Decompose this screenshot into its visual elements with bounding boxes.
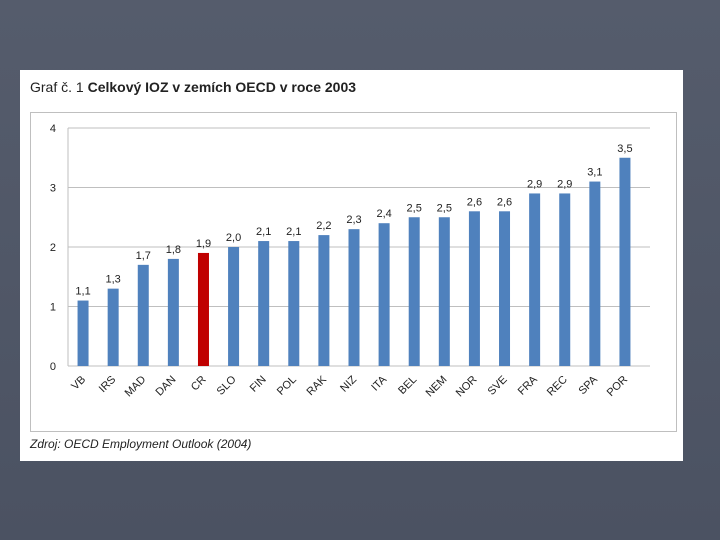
data-label: 1,3 — [106, 274, 121, 286]
data-label: 2,1 — [286, 226, 301, 238]
chart-source: Zdroj: OECD Employment Outlook (2004) — [30, 437, 252, 451]
data-label: 2,9 — [527, 178, 542, 190]
bar-fin — [258, 241, 270, 366]
x-tick-label: ITA — [369, 373, 389, 393]
data-label: 2,9 — [557, 178, 572, 190]
x-tick-label: NOR — [454, 374, 480, 400]
x-tick-label: SVE — [486, 374, 510, 398]
data-label: 1,7 — [136, 250, 151, 262]
data-label: 2,2 — [316, 220, 331, 232]
data-label: 2,6 — [467, 196, 482, 208]
x-tick-label: FRA — [516, 373, 541, 398]
plot-area — [30, 112, 677, 432]
data-label: 2,0 — [226, 232, 241, 244]
y-tick-label: 4 — [50, 123, 56, 135]
data-label: 3,1 — [587, 167, 602, 179]
data-label: 2,1 — [256, 226, 271, 238]
chart-title-prefix: Graf č. 1 — [30, 79, 84, 95]
bar-sve — [499, 211, 511, 366]
x-tick-label: BEL — [396, 374, 419, 397]
data-label: 2,3 — [346, 214, 361, 226]
bar-vb — [77, 300, 89, 366]
x-tick-label: VB — [69, 374, 88, 393]
bar-irs — [107, 288, 119, 366]
data-label: 2,5 — [437, 202, 452, 214]
data-label: 2,5 — [407, 202, 422, 214]
chart-title: Graf č. 1 Celkový IOZ v zemích OECD v ro… — [30, 79, 356, 95]
x-tick-label: DAN — [154, 374, 179, 399]
x-tick-label: IRS — [97, 374, 118, 395]
data-label: 1,8 — [166, 244, 181, 256]
chart-panel: Graf č. 1 Celkový IOZ v zemích OECD v ro… — [20, 70, 683, 461]
bar-rec — [559, 193, 571, 366]
bar-mad — [137, 264, 149, 366]
x-tick-label: REC — [545, 374, 570, 399]
y-tick-label: 2 — [50, 242, 56, 254]
bar-rak — [318, 235, 330, 366]
x-tick-label: NIZ — [338, 373, 359, 394]
data-label: 1,9 — [196, 238, 211, 250]
y-tick-label: 0 — [50, 361, 56, 373]
bar-niz — [348, 229, 360, 366]
data-label: 2,6 — [497, 196, 512, 208]
bar-bel — [408, 217, 420, 366]
data-label: 2,4 — [376, 208, 391, 220]
data-label: 1,1 — [75, 286, 90, 298]
x-tick-label: MAD — [123, 374, 149, 400]
bar-fra — [529, 193, 541, 366]
bar-ita — [378, 223, 390, 366]
x-tick-label: POL — [275, 374, 299, 398]
x-tick-label: CR — [189, 374, 209, 394]
x-tick-label: FIN — [248, 374, 269, 395]
x-tick-label: SPA — [576, 373, 600, 397]
chart-title-main: Celkový IOZ v zemích OECD v roce 2003 — [87, 79, 357, 95]
x-tick-label: NEM — [424, 374, 450, 400]
bar-dan — [167, 258, 179, 366]
x-tick-label: RAK — [305, 373, 330, 398]
y-tick-label: 1 — [50, 302, 56, 314]
x-tick-label: SLO — [215, 373, 239, 397]
bar-chart: 0 1 2 3 4 1,1 VB 1,3 IRS 1,7 MAD 1,8 DAN 1,9 CR 2,0 SLO 2… — [50, 123, 650, 400]
y-tick-label: 3 — [50, 183, 56, 195]
bar-cr — [197, 252, 209, 366]
bar-por — [619, 157, 631, 366]
data-label: 3,5 — [617, 143, 632, 155]
bar-pol — [288, 241, 300, 366]
bar-slo — [228, 247, 240, 366]
x-tick-label: POR — [605, 374, 630, 399]
bar-nem — [438, 217, 450, 366]
bar-nor — [468, 211, 480, 366]
bar-spa — [589, 181, 601, 366]
